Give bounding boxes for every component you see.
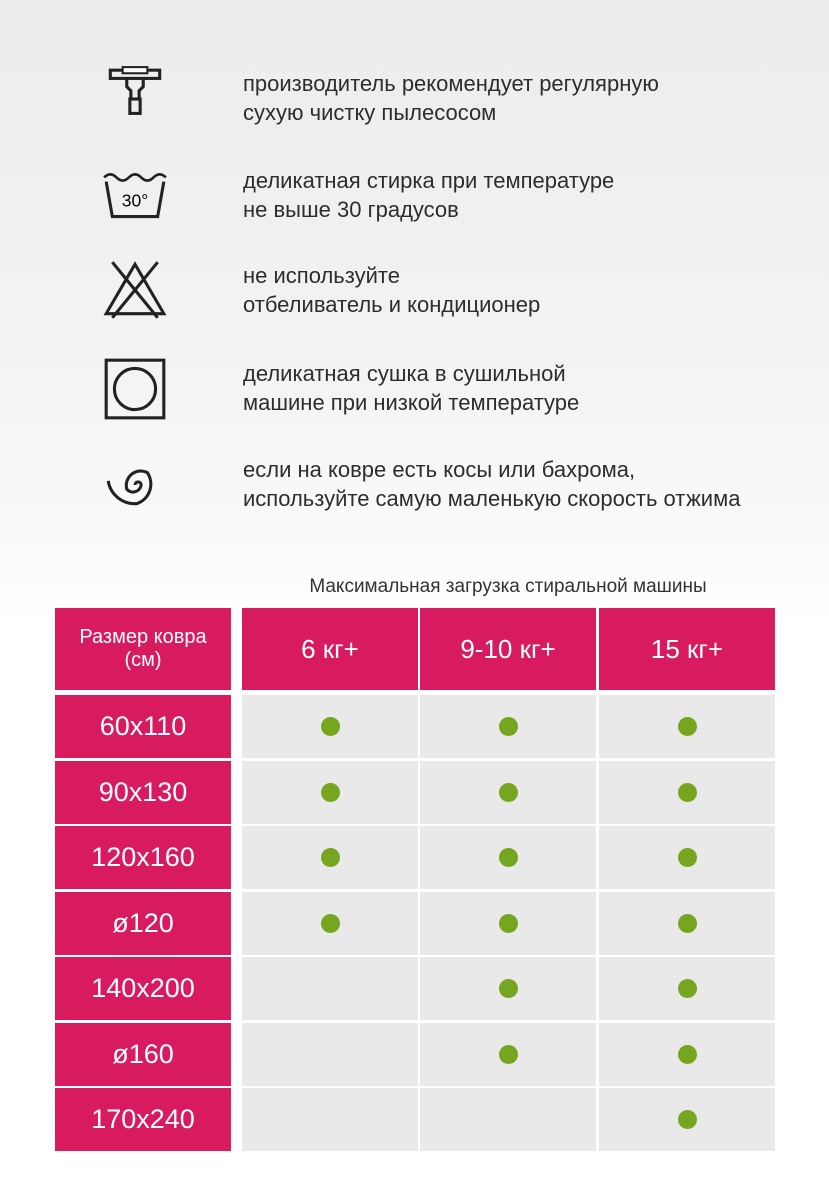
care-text: если на ковре есть косы или бахрома, bbox=[243, 457, 636, 482]
care-icon bbox=[103, 261, 167, 319]
fit-dot bbox=[677, 979, 697, 998]
table-cell bbox=[599, 957, 775, 1020]
table-cell bbox=[420, 1022, 596, 1086]
care-text: используйте самую маленькую скорость отж… bbox=[243, 486, 741, 511]
fit-dot bbox=[498, 979, 518, 998]
fit-dot bbox=[677, 717, 697, 736]
fit-dot bbox=[498, 913, 518, 933]
table-cell bbox=[420, 826, 596, 889]
table-cell bbox=[420, 891, 596, 955]
table-cell bbox=[599, 826, 775, 889]
care-icon bbox=[104, 358, 166, 420]
corner-header: Размер ковра (см) bbox=[55, 608, 231, 690]
row-header: 120x160 bbox=[55, 826, 231, 889]
care-text: не выше 30 градусов bbox=[243, 197, 459, 222]
fit-dot bbox=[677, 913, 697, 933]
table-cell bbox=[242, 1088, 418, 1151]
fit-dot bbox=[677, 848, 697, 867]
fit-dot bbox=[320, 782, 340, 802]
table-cell bbox=[242, 760, 418, 824]
table-cell bbox=[242, 695, 418, 758]
table-cell bbox=[420, 957, 596, 1020]
fit-dot bbox=[320, 848, 340, 867]
row-header: ø120 bbox=[55, 891, 231, 955]
care-text: отбеливатель и кондиционер bbox=[243, 292, 541, 317]
corner-line: (см) bbox=[124, 649, 162, 671]
table-cell bbox=[420, 695, 596, 758]
care-icon: 30° bbox=[103, 173, 167, 219]
care-text: не используйте bbox=[243, 263, 400, 288]
fit-dot bbox=[498, 782, 518, 802]
table-cell bbox=[420, 1088, 596, 1151]
fit-dot bbox=[677, 1044, 697, 1064]
table-cell bbox=[599, 1088, 775, 1151]
care-text: сухую чистку пылесосом bbox=[243, 100, 497, 125]
icon-text: 30° bbox=[122, 190, 148, 210]
corner-line: Размер ковра bbox=[79, 626, 207, 648]
fit-dot bbox=[320, 717, 340, 736]
table-cell bbox=[242, 891, 418, 955]
column-header: 6 кг+ bbox=[242, 608, 418, 690]
row-header: 60x110 bbox=[55, 695, 231, 758]
table-cell bbox=[599, 695, 775, 758]
row-header: ø160 bbox=[55, 1022, 231, 1086]
table-caption: Максимальная загрузка стиральной машины bbox=[309, 576, 707, 597]
fit-dot bbox=[498, 848, 518, 867]
table-cell bbox=[242, 957, 418, 1020]
table-cell bbox=[242, 826, 418, 889]
fit-dot bbox=[498, 717, 518, 736]
row-header: 170x240 bbox=[55, 1088, 231, 1151]
column-header: 15 кг+ bbox=[599, 608, 775, 690]
care-icon bbox=[106, 469, 153, 506]
row-header: 90x130 bbox=[55, 760, 231, 824]
table-cell bbox=[420, 760, 596, 824]
table-cell bbox=[599, 760, 775, 824]
table-cell bbox=[599, 891, 775, 955]
row-header: 140x200 bbox=[55, 957, 231, 1020]
column-header: 9-10 кг+ bbox=[420, 608, 596, 690]
care-text: деликатная сушка в сушильной bbox=[243, 361, 566, 386]
care-text: деликатная стирка при температуре bbox=[243, 168, 615, 193]
care-icon bbox=[108, 66, 162, 115]
care-text: машине при низкой температуре bbox=[243, 390, 580, 415]
table-cell bbox=[242, 1022, 418, 1086]
fit-dot bbox=[498, 1044, 518, 1064]
care-text: производитель рекомендует регулярную bbox=[243, 71, 659, 96]
fit-dot bbox=[320, 913, 340, 933]
table-cell bbox=[599, 1022, 775, 1086]
fit-dot bbox=[677, 1110, 697, 1129]
fit-dot bbox=[677, 782, 697, 802]
